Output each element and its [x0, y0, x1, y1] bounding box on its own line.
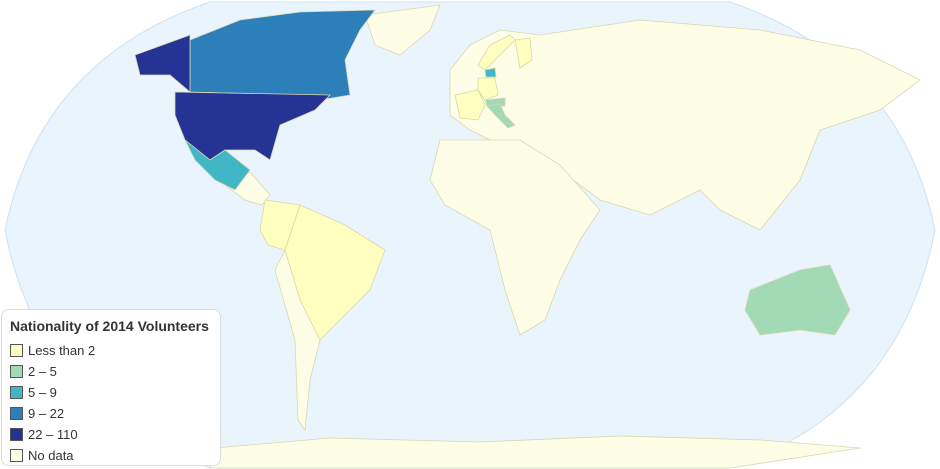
legend-item: 5 – 9: [10, 382, 212, 403]
legend-label: Less than 2: [28, 343, 96, 358]
legend-swatch: [10, 407, 23, 420]
country-antarctica[interactable]: [209, 435, 861, 469]
country-united-states[interactable]: [134, 34, 191, 93]
country-australia[interactable]: [744, 264, 851, 336]
country-colombia[interactable]: [259, 199, 301, 251]
country-italy[interactable]: [486, 103, 516, 129]
country-greenland[interactable]: [364, 4, 441, 56]
legend-item: 9 – 22: [10, 403, 212, 424]
country-denmark[interactable]: [484, 67, 497, 78]
legend-label: No data: [28, 448, 74, 463]
legend-title: Nationality of 2014 Volunteers: [10, 318, 209, 334]
country-mexico[interactable]: [184, 139, 251, 191]
legend-swatch: [10, 428, 23, 441]
country-france[interactable]: [454, 89, 486, 121]
country-germany[interactable]: [477, 77, 499, 101]
legend-label: 5 – 9: [28, 385, 57, 400]
legend-item: 22 – 110: [10, 424, 212, 445]
legend-swatch: [10, 344, 23, 357]
legend: Nationality of 2014 Volunteers Less than…: [1, 309, 221, 466]
legend-label: 22 – 110: [28, 427, 78, 442]
legend-item: 2 – 5: [10, 361, 212, 382]
legend-swatch: [10, 365, 23, 378]
country-southern-south-america[interactable]: [274, 248, 321, 432]
legend-label: 9 – 22: [28, 406, 65, 421]
country-finland[interactable]: [514, 37, 533, 69]
country-united-states[interactable]: [174, 91, 331, 161]
legend-item: No data: [10, 445, 212, 466]
legend-item: Less than 2: [10, 340, 212, 361]
country-africa[interactable]: [429, 139, 601, 336]
legend-swatch: [10, 449, 23, 462]
legend-label: 2 – 5: [28, 364, 57, 379]
legend-swatch: [10, 386, 23, 399]
